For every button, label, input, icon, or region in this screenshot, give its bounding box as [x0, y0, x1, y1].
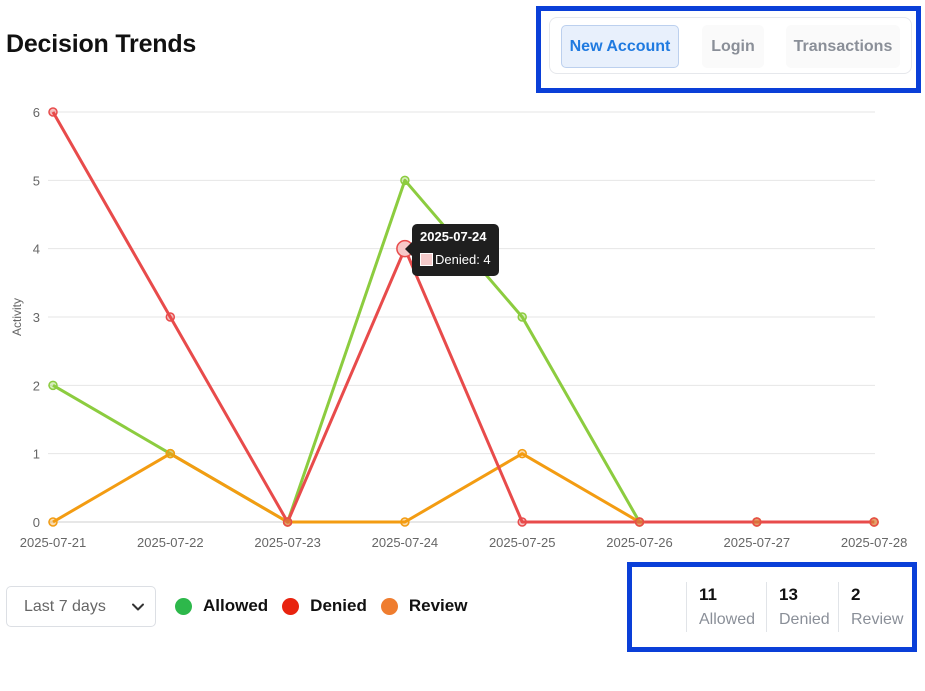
legend-label-allowed: Allowed: [203, 596, 269, 615]
y-tick-label: 5: [33, 173, 40, 188]
data-point-denied: [634, 517, 645, 527]
tooltip-swatch: [420, 253, 433, 266]
chart-legend: Allowed Denied Review: [175, 596, 481, 616]
legend-dot-review: [380, 597, 398, 615]
data-point-denied: [165, 312, 176, 322]
data-point-allowed: [517, 312, 527, 322]
y-tick-label: 6: [33, 105, 40, 120]
chart-tooltip: 2025-07-24 Denied: 4: [405, 224, 499, 276]
series-line-denied: [51, 111, 875, 524]
x-tick-label: 2025-07-27: [724, 535, 791, 550]
x-tick-label: 2025-07-26: [606, 535, 673, 550]
tab-login[interactable]: Login: [702, 25, 764, 68]
stat-review-value: 2: [851, 585, 861, 604]
y-tick-label: 0: [33, 515, 40, 530]
y-tick-label: 3: [33, 310, 40, 325]
tooltip-row: Denied: 4: [420, 252, 491, 267]
stat-allowed-label: Allowed: [699, 611, 756, 628]
legend-label-denied: Denied: [310, 596, 367, 615]
data-point-denied: [517, 517, 527, 527]
stat-review-label: Review: [851, 611, 904, 628]
data-point-denied: [869, 517, 879, 527]
data-point-denied: [282, 517, 293, 527]
data-point-review: [400, 517, 410, 527]
series-line-review: [52, 452, 875, 524]
tooltip-text: Denied: 4: [435, 252, 491, 267]
x-tick-label: 2025-07-23: [254, 535, 321, 550]
legend-item-allowed[interactable]: Allowed: [175, 596, 268, 616]
chevron-down-icon: [131, 600, 145, 619]
tooltip-date: 2025-07-24: [420, 229, 487, 244]
legend-dot-denied: [282, 597, 300, 615]
page-title: Decision Trends: [6, 30, 197, 58]
data-point-denied: [48, 107, 58, 117]
legend-dot-allowed: [175, 597, 192, 615]
decision-trends-chart: 0 1 2 3 4 5 6 2025-07-21 2025-07-22 2025-07-23 202…: [10, 105, 908, 550]
data-point-review: [48, 517, 58, 527]
x-tick-label: 2025-07-25: [489, 535, 556, 550]
stat-denied-label: Denied: [779, 611, 830, 628]
data-point-allowed: [48, 380, 58, 391]
date-range-value: Last 7 days: [24, 597, 106, 615]
data-point-review: [165, 448, 176, 459]
x-tick-label: 2025-07-22: [137, 535, 204, 550]
x-tick-label: 2025-07-21: [20, 535, 87, 550]
stat-review: 2 Review: [838, 582, 903, 632]
data-point-allowed: [400, 175, 410, 186]
tabs-highlight-frame: [536, 6, 921, 93]
data-point-review: [517, 448, 527, 459]
x-tick-label: 2025-07-28: [841, 535, 908, 550]
y-tick-label: 2: [33, 378, 40, 393]
data-point-denied: [752, 517, 762, 527]
legend-item-review[interactable]: Review: [380, 596, 468, 616]
tab-new-account[interactable]: New Account: [561, 25, 679, 68]
stat-allowed: 11 Allowed: [686, 582, 755, 632]
legend-label-review: Review: [408, 596, 468, 615]
y-tick-label: 4: [33, 242, 40, 257]
stats-highlight-frame: [627, 562, 917, 652]
date-range-select[interactable]: Last 7 days: [6, 586, 156, 627]
legend-item-denied[interactable]: Denied: [282, 596, 367, 616]
stat-allowed-value: 11: [699, 585, 717, 604]
y-axis-label: Activity: [10, 298, 24, 336]
tab-transactions[interactable]: Transactions: [786, 25, 900, 68]
y-tick-label: 1: [33, 447, 40, 462]
stat-denied-value: 13: [779, 585, 798, 604]
x-tick-label: 2025-07-24: [372, 535, 439, 550]
stat-denied: 13 Denied: [766, 582, 830, 632]
